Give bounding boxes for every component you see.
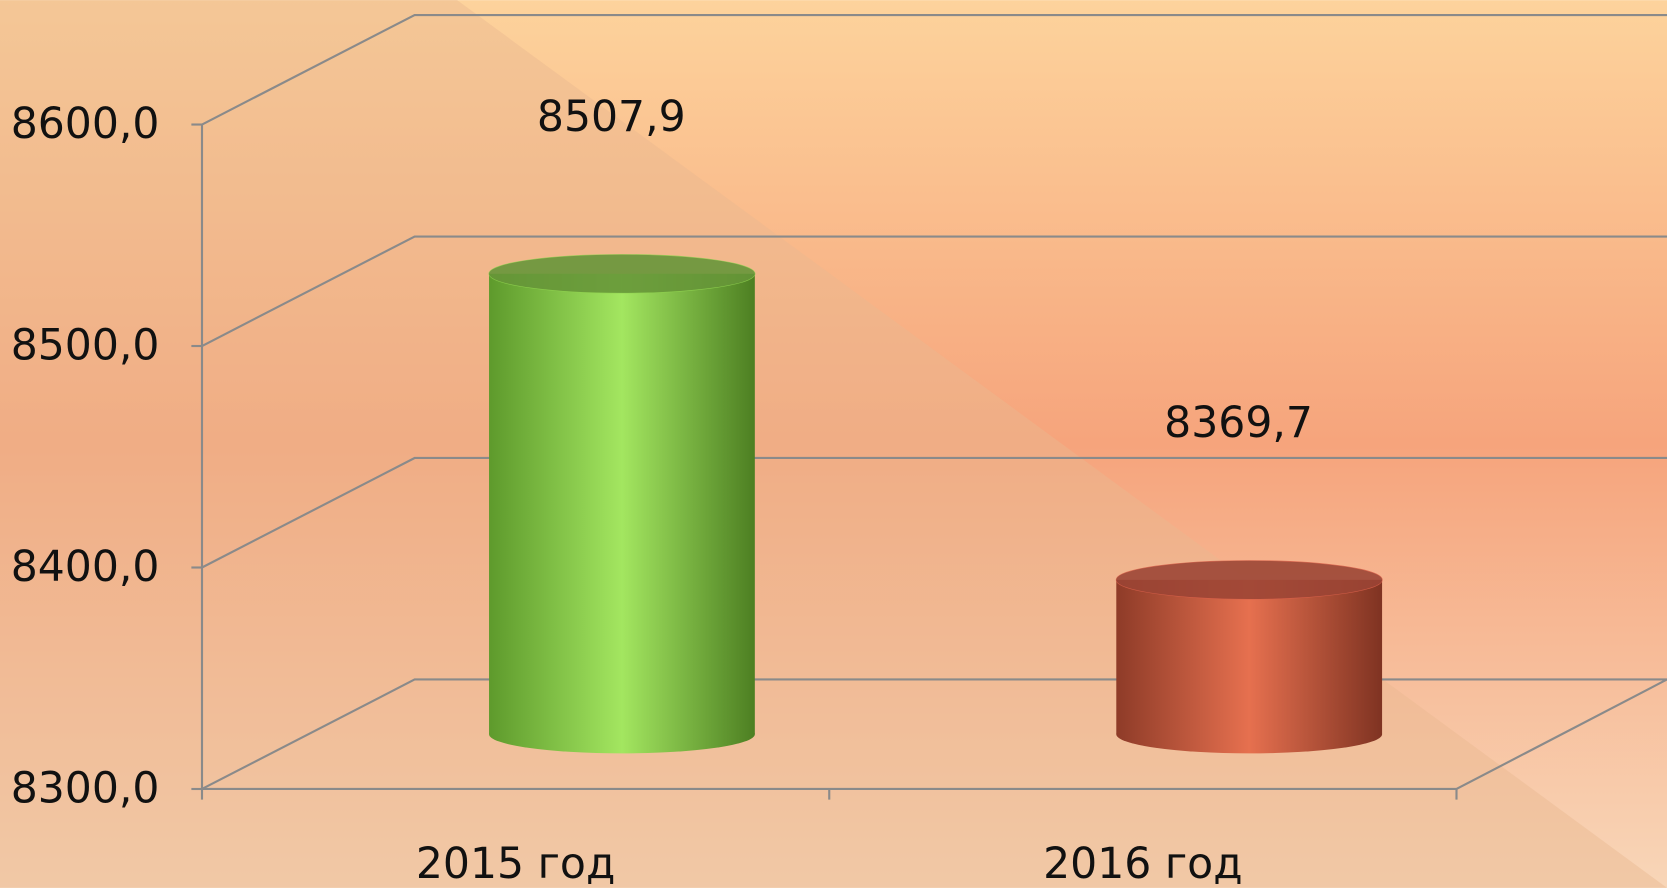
data-label: 8507,9 xyxy=(537,93,686,142)
grid-line xyxy=(201,456,1667,569)
x-tick-label: 2016 год xyxy=(1043,840,1242,888)
cylinder-body xyxy=(489,273,755,735)
cylinder xyxy=(1115,560,1383,754)
cylinder xyxy=(488,254,756,754)
cylinder-top-shade xyxy=(489,254,755,293)
cylinder-top xyxy=(488,254,756,294)
grid-line xyxy=(201,13,1667,126)
cylinder-top-shade xyxy=(1116,560,1383,599)
y-tick-label: 8300,0 xyxy=(11,765,160,814)
grid-line xyxy=(201,235,1667,347)
data-label: 8369,7 xyxy=(1164,399,1313,448)
y-tick-label: 8600,0 xyxy=(11,100,160,149)
y-tick-label: 8500,0 xyxy=(11,322,160,371)
cylinder-top xyxy=(1115,560,1383,600)
y-tick-label: 8400,0 xyxy=(11,543,160,592)
x-tick-label: 2015 год xyxy=(416,840,615,888)
cylinder-body xyxy=(1116,579,1383,735)
